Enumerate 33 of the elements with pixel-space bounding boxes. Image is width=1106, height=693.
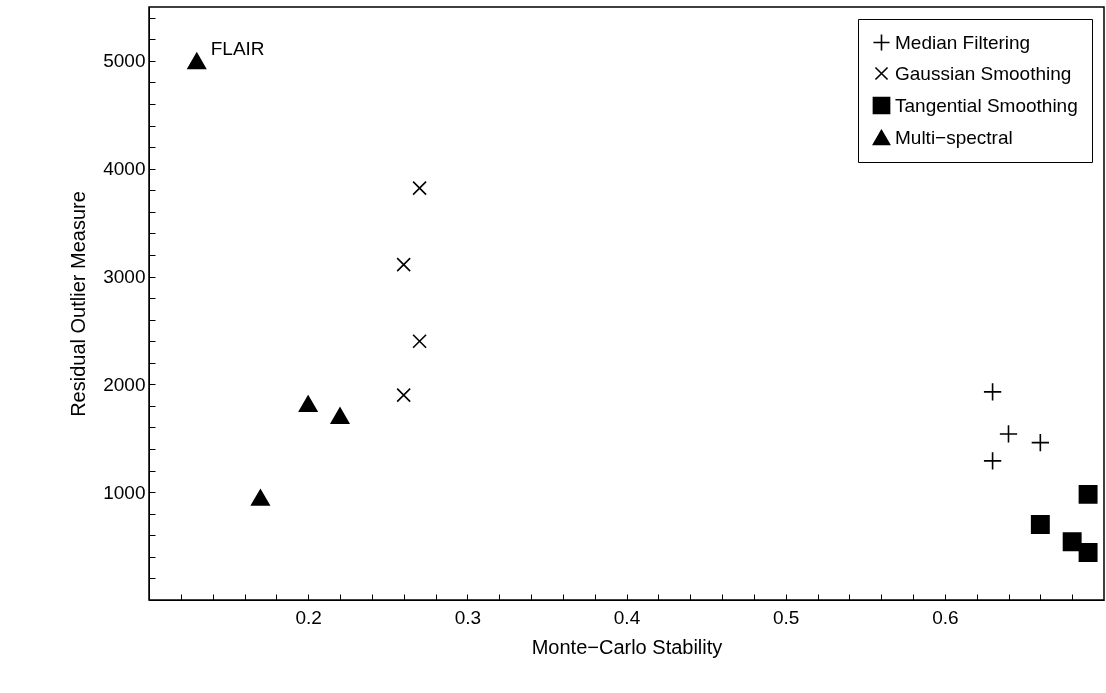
x-axis-title: Monte−Carlo Stability bbox=[531, 635, 723, 658]
y-tick-label: 1000 bbox=[103, 481, 146, 503]
point bbox=[983, 451, 1003, 471]
point bbox=[1062, 532, 1082, 552]
point bbox=[983, 382, 1003, 402]
point bbox=[396, 387, 411, 403]
legend-label: Gaussian Smoothing bbox=[895, 62, 1072, 84]
x-tick-label: 0.5 bbox=[772, 606, 800, 628]
annotation: FLAIR bbox=[210, 37, 265, 59]
y-axis-title: Residual Outlier Measure bbox=[67, 191, 90, 417]
point bbox=[1078, 543, 1098, 563]
point bbox=[412, 180, 427, 196]
y-tick-label: 5000 bbox=[103, 50, 146, 72]
x-tick-label: 0.2 bbox=[295, 606, 322, 628]
x-tick-label: 0.6 bbox=[932, 606, 959, 628]
point bbox=[396, 257, 411, 272]
legend-label: Median Filtering bbox=[895, 31, 1031, 53]
point bbox=[1030, 515, 1050, 534]
point bbox=[999, 424, 1018, 444]
point bbox=[330, 407, 350, 424]
point bbox=[412, 333, 427, 349]
point bbox=[250, 489, 270, 506]
point bbox=[1078, 484, 1098, 504]
y-tick-label: 4000 bbox=[103, 158, 146, 180]
point bbox=[187, 52, 207, 70]
legend-label: Tangential Smoothing bbox=[895, 94, 1078, 116]
point bbox=[298, 395, 318, 413]
legend-label: Multi−spectral bbox=[895, 126, 1013, 148]
x-tick-label: 0.4 bbox=[613, 606, 641, 628]
y-tick-label: 2000 bbox=[103, 373, 146, 395]
y-tick-label: 3000 bbox=[103, 266, 146, 288]
point bbox=[1030, 433, 1050, 453]
x-tick-label: 0.3 bbox=[454, 606, 482, 628]
